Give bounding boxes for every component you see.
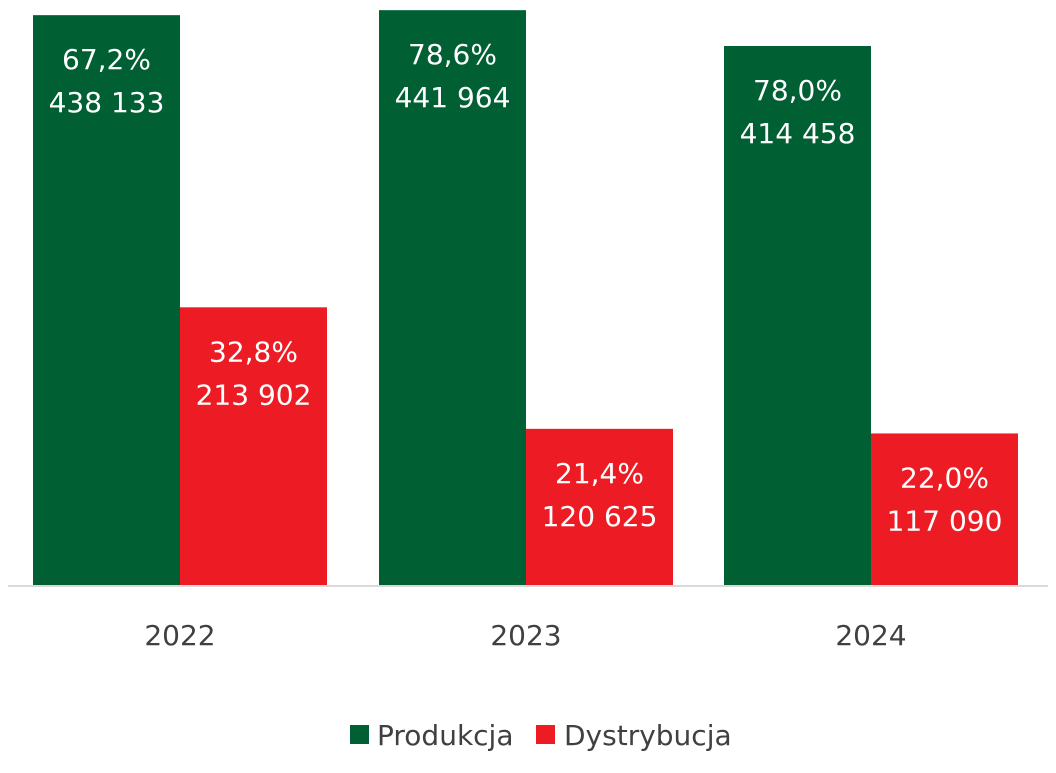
bar-produkcja-2024 — [724, 46, 871, 586]
percent-label-produkcja-2023: 78,6% — [408, 38, 497, 71]
bar-dystrybucja-2023 — [526, 428, 673, 586]
data-labels-group: 67,2% 438 133 32,8% 213 902 78,6% 441 964 21,4… — [49, 38, 1003, 537]
bars-group — [33, 10, 1018, 586]
legend-item-dystrybucja: Dystrybucja — [536, 719, 732, 752]
x-tick-label-2024: 2024 — [835, 619, 906, 652]
legend: Produkcja Dystrybucja — [350, 719, 732, 752]
bar-dystrybucja-2022 — [180, 307, 327, 586]
percent-label-dystrybucja-2024: 22,0% — [900, 461, 989, 494]
legend-swatch-dystrybucja — [536, 725, 555, 744]
bar-produkcja-2023 — [379, 10, 526, 586]
x-tick-labels-group: 2022 2023 2024 — [144, 619, 906, 652]
legend-swatch-produkcja — [350, 725, 369, 744]
percent-label-dystrybucja-2023: 21,4% — [555, 457, 644, 490]
value-label-dystrybucja-2023: 120 625 — [542, 500, 658, 533]
bar-dystrybucja-2024 — [871, 433, 1018, 586]
value-label-produkcja-2024: 414 458 — [740, 117, 856, 150]
legend-label-produkcja: Produkcja — [377, 719, 514, 752]
value-label-dystrybucja-2024: 117 090 — [887, 504, 1003, 537]
percent-label-dystrybucja-2022: 32,8% — [209, 335, 298, 368]
value-label-dystrybucja-2022: 213 902 — [196, 378, 312, 411]
percent-label-produkcja-2022: 67,2% — [62, 43, 151, 76]
value-label-produkcja-2023: 441 964 — [395, 81, 511, 114]
x-tick-label-2023: 2023 — [490, 619, 561, 652]
legend-item-produkcja: Produkcja — [350, 719, 514, 752]
x-tick-label-2022: 2022 — [144, 619, 215, 652]
value-label-produkcja-2022: 438 133 — [49, 86, 165, 119]
percent-label-produkcja-2024: 78,0% — [753, 74, 842, 107]
legend-label-dystrybucja: Dystrybucja — [564, 719, 732, 752]
bar-produkcja-2022 — [33, 15, 180, 586]
